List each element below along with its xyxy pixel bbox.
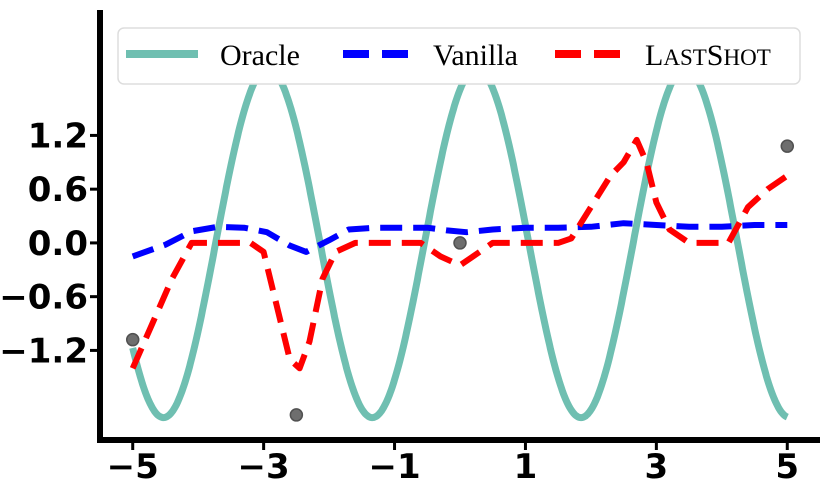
x-tick-label: 5 — [775, 447, 799, 487]
context-point — [289, 408, 304, 422]
context-point — [453, 236, 467, 250]
legend: Oracle Vanilla LASTSHOT — [117, 27, 801, 85]
series-line-vanilla — [131, 220, 788, 260]
legend-lastshot-label: LASTSHOT — [645, 39, 771, 72]
legend-lastshot-part-3: S — [707, 39, 724, 72]
context-point — [125, 332, 140, 347]
x-tick-label: −5 — [107, 447, 159, 487]
series-line-lastshot — [129, 136, 789, 372]
x-tick-label: 1 — [514, 447, 538, 487]
y-tick-label: 1.2 — [28, 116, 88, 156]
legend-vanilla-label: Vanilla — [433, 39, 518, 72]
legend-oracle-label: Oracle — [220, 39, 300, 72]
y-tick-label: −1.2 — [0, 331, 88, 371]
legend-lastshot-part-4: HOT — [723, 45, 770, 70]
x-tick-label: 3 — [645, 447, 669, 487]
context-point — [780, 139, 795, 153]
axes — [97, 10, 820, 443]
x-tick-label: −3 — [238, 447, 290, 487]
y-axis-ticks: −1.2 −0.6 0.0 0.6 1.2 — [0, 116, 100, 371]
y-tick-label: −0.6 — [0, 278, 88, 318]
legend-lastshot-part-2: AST — [663, 45, 706, 70]
y-tick-label: 0.0 — [28, 224, 88, 264]
legend-lastshot-part-1: L — [645, 39, 663, 72]
x-axis-ticks: −5 −3 −1 1 3 5 — [107, 440, 799, 487]
x-tick-label: −1 — [368, 447, 420, 487]
legend-frame — [117, 27, 801, 85]
y-tick-label: 0.6 — [28, 170, 88, 210]
